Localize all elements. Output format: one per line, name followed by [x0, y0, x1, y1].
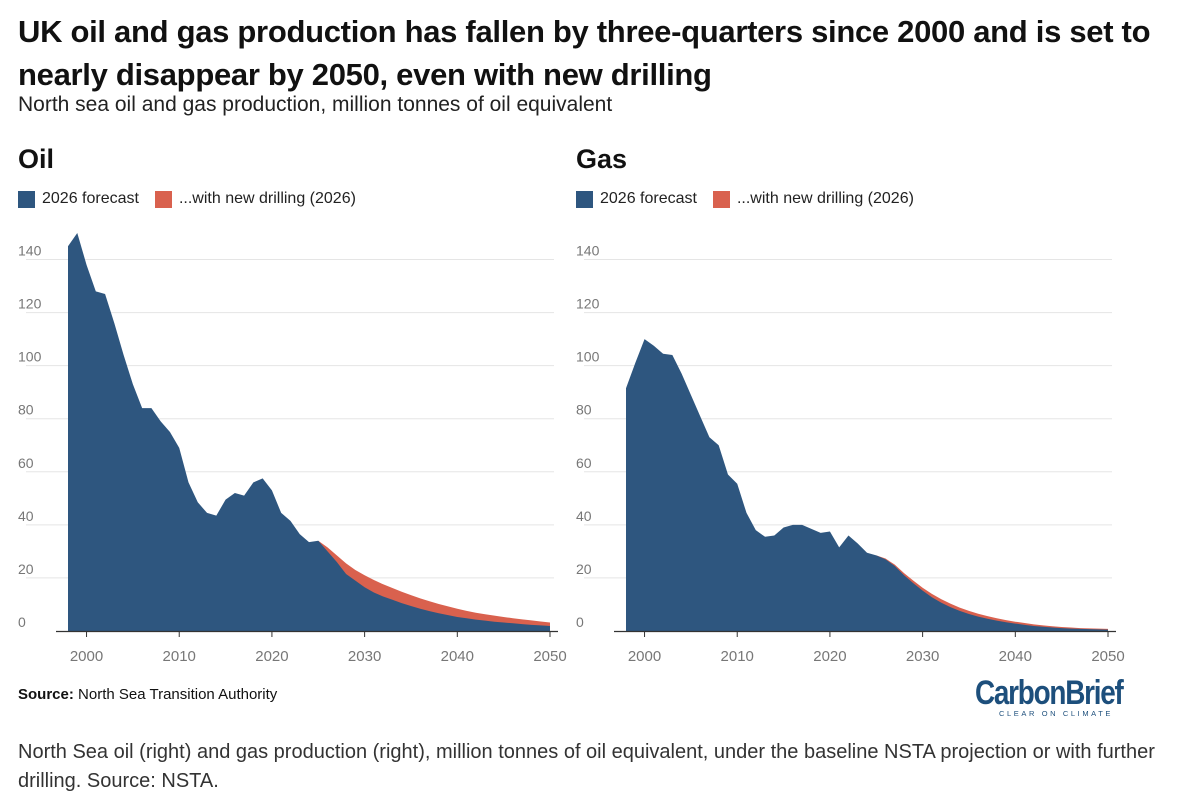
gas-x-tick-2050: 2050 — [1091, 648, 1124, 665]
oil-x-tick-2050: 2050 — [533, 648, 566, 665]
oil-legend-drilling-swatch — [154, 190, 172, 208]
carbon-brief-logo: CarbonBrief CLEAR ON CLIMATE — [975, 675, 1135, 718]
oil-x-tick-2010: 2010 — [163, 648, 196, 665]
source-text: North Sea Transition Authority — [78, 686, 278, 703]
oil-y-tick-140: 140 — [18, 243, 42, 259]
gas-x-tick-2040: 2040 — [999, 648, 1032, 665]
gas-y-tick-40: 40 — [576, 508, 592, 524]
gas-y-tick-140: 140 — [576, 243, 600, 259]
gas-x-tick-2030: 2030 — [906, 648, 939, 665]
gas-legend-drilling: ...with new drilling (2026) — [712, 190, 914, 208]
oil-y-tick-100: 100 — [18, 349, 42, 365]
gas-legend-baseline-swatch — [576, 190, 593, 208]
oil-legend-drilling: ...with new drilling (2026) — [154, 190, 356, 208]
gas-y-tick-0: 0 — [576, 614, 584, 630]
oil-y-tick-20: 20 — [18, 561, 34, 577]
logo-brand: CarbonBrief — [975, 674, 1124, 712]
oil-baseline-area — [68, 233, 550, 631]
oil-y-tick-40: 40 — [18, 508, 34, 524]
gas-legend-baseline: 2026 forecast — [576, 190, 697, 208]
gas-y-tick-20: 20 — [576, 561, 592, 577]
subtitle: North sea oil and gas production, millio… — [18, 93, 613, 116]
gas-x-tick-2010: 2010 — [721, 648, 754, 665]
oil-chart-title: Oil — [18, 144, 55, 174]
oil-x-tick-2040: 2040 — [441, 648, 474, 665]
gas-y-tick-120: 120 — [576, 296, 600, 312]
gas-legend: 2026 forecast ...with new drilling (2026… — [576, 190, 930, 208]
source-note: Source: North Sea Transition Authority — [18, 686, 277, 703]
oil-y-tick-80: 80 — [18, 402, 34, 418]
oil-legend-baseline-swatch — [18, 190, 35, 208]
image-caption: North Sea oil (right) and gas production… — [18, 741, 1155, 792]
gas-x-tick-2020: 2020 — [813, 648, 846, 665]
oil-x-tick-2020: 2020 — [255, 648, 288, 665]
oil-x-tick-2000: 2000 — [70, 648, 103, 665]
gas-baseline-area — [626, 339, 1108, 631]
oil-legend: 2026 forecast ...with new drilling (2026… — [18, 190, 372, 208]
oil-legend-baseline-label: 2026 forecast — [42, 190, 139, 207]
gas-chart-title: Gas — [576, 144, 628, 174]
gas-y-tick-60: 60 — [576, 455, 592, 471]
oil-legend-drilling-label: ...with new drilling (2026) — [178, 190, 356, 207]
logo-tagline: CLEAR ON CLIMATE — [999, 709, 1113, 718]
gas-y-tick-100: 100 — [576, 349, 600, 365]
gas-y-tick-80: 80 — [576, 402, 592, 418]
oil-y-tick-120: 120 — [18, 296, 42, 312]
source-label: Source: — [18, 686, 74, 703]
gas-legend-drilling-swatch — [712, 190, 730, 208]
headline: UK oil and gas production has fallen by … — [18, 14, 1151, 92]
gas-legend-baseline-label: 2026 forecast — [600, 190, 697, 207]
gas-x-tick-2000: 2000 — [628, 648, 661, 665]
oil-y-tick-0: 0 — [18, 614, 26, 630]
oil-legend-baseline: 2026 forecast — [18, 190, 139, 208]
gas-legend-drilling-label: ...with new drilling (2026) — [736, 190, 914, 207]
oil-x-tick-2030: 2030 — [348, 648, 381, 665]
oil-y-tick-60: 60 — [18, 455, 34, 471]
